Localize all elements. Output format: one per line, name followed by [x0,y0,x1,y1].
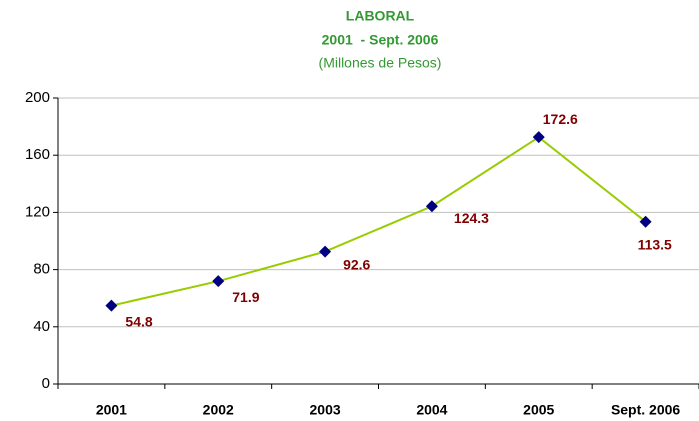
y-tick-label: 120 [25,203,50,220]
unit-note: (Millones de Pesos) [319,55,442,71]
y-tick-label: 40 [33,318,50,335]
x-tick-label: 2003 [310,402,341,418]
point-marker [639,215,652,228]
y-tick-label: 0 [42,375,50,392]
point-marker [532,131,545,144]
x-tick-label: Sept. 2006 [611,402,680,418]
y-tick-label: 200 [25,89,50,106]
x-tick-label: 2005 [523,402,554,418]
x-tick-label: 2001 [96,402,127,418]
point-marker [105,299,118,312]
y-tick-label: 80 [33,261,50,278]
point-marker [425,200,438,213]
series-line [111,135,647,307]
x-tick-label: 2004 [416,402,447,418]
value-label: 92.6 [343,256,370,272]
point-marker [212,275,225,288]
value-label: 54.8 [125,313,152,329]
y-tick-label: 160 [25,146,50,163]
value-label: 71.9 [232,289,259,305]
point-marker [319,245,332,258]
value-label: 172.6 [543,111,578,127]
x-tick-label: 2002 [203,402,234,418]
value-label: 124.3 [454,210,489,226]
value-label: 113.5 [638,236,672,252]
chart-title: LABORAL [346,8,415,24]
chart-subtitle: 2001 - Sept. 2006 [322,32,439,48]
